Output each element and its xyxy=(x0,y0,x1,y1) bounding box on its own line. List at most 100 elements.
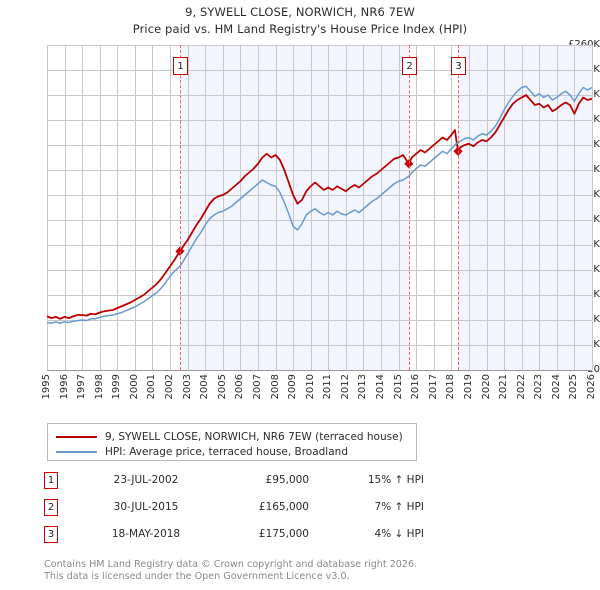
x-axis-tick-label: 2016 xyxy=(410,374,422,400)
gridline xyxy=(504,45,505,370)
page-title-sub: Price paid vs. HM Land Registry's House … xyxy=(132,22,468,36)
x-axis-tick-label: 2006 xyxy=(234,374,246,400)
x-axis-tick-label: 2012 xyxy=(339,374,351,400)
plot-area: 1 2 3 xyxy=(46,45,593,371)
transaction-point-marker xyxy=(175,246,185,256)
chart-area: £0£20K£40K£60K£80K£100K£120K£140K£160K£1… xyxy=(0,38,600,400)
gridline xyxy=(487,45,488,370)
transaction-vline xyxy=(409,45,410,370)
gridline xyxy=(47,120,592,121)
gridline xyxy=(258,45,259,370)
legend-item-price-paid: 9, SYWELL CLOSE, NORWICH, NR6 7EW (terra… xyxy=(56,429,408,444)
gridline xyxy=(574,45,575,370)
gridline xyxy=(311,45,312,370)
y-axis-tick-label: £260K xyxy=(556,40,600,50)
footer-attribution: Contains HM Land Registry data © Crown c… xyxy=(44,559,564,582)
transaction-flag-1[interactable]: 1 xyxy=(173,57,188,75)
transaction-date: 18-MAY-2018 xyxy=(111,528,181,540)
x-axis-tick-label: 2020 xyxy=(480,374,492,400)
page-title-main: 9, SYWELL CLOSE, NORWICH, NR6 7EW xyxy=(185,5,415,19)
transaction-flag-2[interactable]: 2 xyxy=(402,57,417,75)
gridline xyxy=(47,95,592,96)
x-axis-tick-label: 2008 xyxy=(269,374,281,400)
transaction-index-badge: 2 xyxy=(44,499,58,516)
x-axis-tick-label: 2017 xyxy=(427,374,439,400)
x-axis-tick-label: 2013 xyxy=(357,374,369,400)
legend-swatch-red xyxy=(56,435,97,438)
transaction-date: 30-JUL-2015 xyxy=(113,501,179,513)
table-row: 2 30-JUL-2015 £165,000 7% ↑ HPI xyxy=(44,497,444,524)
legend-item-hpi: HPI: Average price, terraced house, Broa… xyxy=(56,444,408,459)
gridline xyxy=(47,295,592,296)
gridline xyxy=(47,345,592,346)
gridline xyxy=(293,45,294,370)
x-axis-tick-label: 2026 xyxy=(586,374,597,400)
transaction-date: 23-JUL-2002 xyxy=(113,474,179,486)
gridline xyxy=(592,45,593,370)
gridline xyxy=(223,45,224,370)
table-row: 3 18-MAY-2018 £175,000 4% ↓ HPI xyxy=(44,524,444,551)
transactions-table: 1 23-JUL-2002 £95,000 15% ↑ HPI 2 30-JUL… xyxy=(44,470,444,551)
x-axis-tick-label: 2021 xyxy=(498,374,510,400)
x-axis-tick-label: 2014 xyxy=(375,374,387,400)
x-axis-tick-label: 2022 xyxy=(515,374,527,400)
shaded-band xyxy=(179,45,409,370)
gridline xyxy=(539,45,540,370)
x-axis-tick-label: 2024 xyxy=(550,374,562,400)
gridline xyxy=(522,45,523,370)
gridline xyxy=(65,45,66,370)
gridline xyxy=(47,70,592,71)
gridline xyxy=(346,45,347,370)
gridline xyxy=(135,45,136,370)
transaction-point-marker xyxy=(404,159,414,169)
series-line-hpi xyxy=(46,85,593,324)
transaction-flag-3[interactable]: 3 xyxy=(451,57,466,75)
gridline xyxy=(276,45,277,370)
x-axis-tick-label: 2000 xyxy=(128,374,140,400)
x-axis-tick-label: 2002 xyxy=(164,374,176,400)
x-axis-tick-label: 2023 xyxy=(533,374,545,400)
gridline xyxy=(434,45,435,370)
transaction-hpi-delta: 4% ↓ HPI xyxy=(374,528,424,540)
transaction-price: £175,000 xyxy=(258,528,309,540)
x-axis-tick-label: 2001 xyxy=(146,374,158,400)
chart-legend: 9, SYWELL CLOSE, NORWICH, NR6 7EW (terra… xyxy=(47,423,417,461)
x-axis-tick-label: 2009 xyxy=(287,374,299,400)
page-title: 9, SYWELL CLOSE, NORWICH, NR6 7EW Price … xyxy=(0,4,600,38)
footer-line-1: Contains HM Land Registry data © Crown c… xyxy=(44,559,418,570)
x-axis-tick-label: 2010 xyxy=(304,374,316,400)
x-axis-tick-label: 2018 xyxy=(445,374,457,400)
gridline xyxy=(47,320,592,321)
transaction-price: £165,000 xyxy=(258,501,309,513)
gridline xyxy=(381,45,382,370)
gridline xyxy=(152,45,153,370)
gridline xyxy=(240,45,241,370)
gridline xyxy=(47,145,592,146)
gridline xyxy=(47,45,592,46)
x-axis-tick-label: 2005 xyxy=(216,374,228,400)
x-axis-tick-label: 1998 xyxy=(93,374,105,400)
transaction-index-badge: 1 xyxy=(44,472,58,489)
transaction-vline xyxy=(458,45,459,370)
gridline xyxy=(82,45,83,370)
gridline xyxy=(328,45,329,370)
x-axis-tick-label: 1999 xyxy=(111,374,123,400)
gridline xyxy=(416,45,417,370)
transaction-vline xyxy=(180,45,181,370)
gridline xyxy=(47,245,592,246)
x-axis-tick-label: 2015 xyxy=(392,374,404,400)
gridline xyxy=(469,45,470,370)
transaction-index-badge: 3 xyxy=(44,526,58,543)
shaded-band xyxy=(458,45,592,370)
x-axis-tick-label: 2004 xyxy=(199,374,211,400)
gridline xyxy=(170,45,171,370)
x-axis-tick-label: 1996 xyxy=(58,374,70,400)
x-axis-tick-label: 2007 xyxy=(251,374,263,400)
x-axis-tick-label: 2011 xyxy=(322,374,334,400)
gridline xyxy=(451,45,452,370)
gridline xyxy=(47,195,592,196)
gridline xyxy=(205,45,206,370)
transaction-price: £95,000 xyxy=(265,474,309,486)
x-axis-tick-label: 2025 xyxy=(568,374,580,400)
